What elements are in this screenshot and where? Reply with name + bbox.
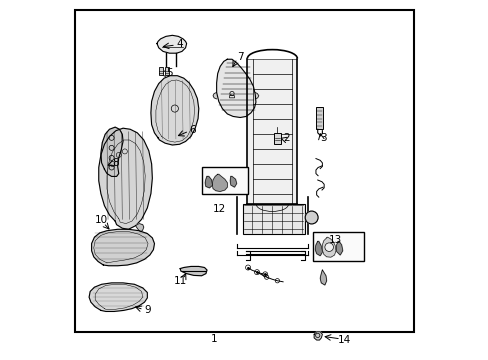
Polygon shape [89, 283, 147, 311]
Polygon shape [213, 93, 216, 99]
Text: 14: 14 [337, 335, 350, 345]
Polygon shape [91, 229, 154, 266]
Polygon shape [151, 76, 198, 145]
Polygon shape [230, 176, 236, 187]
Polygon shape [336, 242, 342, 255]
Polygon shape [212, 174, 227, 192]
Text: 10: 10 [94, 215, 107, 225]
Text: 9: 9 [144, 305, 150, 315]
Bar [273, 133, 281, 144]
Circle shape [324, 243, 333, 251]
Polygon shape [322, 237, 335, 257]
Text: 2: 2 [283, 133, 289, 143]
Text: 13: 13 [328, 235, 342, 245]
Text: 7: 7 [236, 52, 243, 62]
Bar [247, 59, 297, 204]
Circle shape [305, 211, 317, 224]
Polygon shape [99, 128, 152, 229]
Polygon shape [216, 59, 255, 117]
Text: 5: 5 [166, 68, 172, 78]
Bar [242, 204, 304, 234]
Bar [165, 67, 168, 75]
Polygon shape [315, 242, 322, 256]
Bar [159, 67, 163, 75]
Polygon shape [205, 176, 212, 188]
Polygon shape [255, 93, 258, 99]
Bar [312, 232, 363, 261]
Bar [201, 167, 247, 194]
Text: 1: 1 [210, 334, 217, 344]
Text: 3: 3 [319, 133, 325, 143]
Text: 6: 6 [189, 125, 196, 135]
Text: 12: 12 [212, 204, 225, 214]
Text: 4: 4 [176, 39, 183, 49]
Polygon shape [320, 270, 326, 285]
Polygon shape [135, 224, 143, 232]
Polygon shape [313, 332, 322, 340]
Polygon shape [180, 266, 206, 276]
Text: 11: 11 [174, 276, 187, 286]
Bar [315, 107, 323, 129]
Text: 8: 8 [112, 158, 118, 168]
Polygon shape [157, 35, 186, 53]
Polygon shape [101, 127, 123, 176]
